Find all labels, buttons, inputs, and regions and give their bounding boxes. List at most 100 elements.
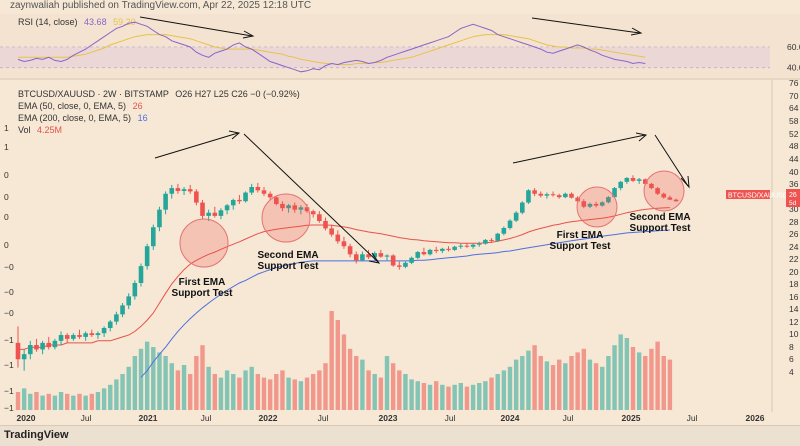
candle-body — [224, 205, 230, 211]
volume-bar — [255, 374, 261, 410]
y-tick-label: 64 — [789, 103, 799, 113]
volume-bar — [390, 363, 396, 410]
volume-bar — [600, 366, 605, 410]
tradingview-logo[interactable]: TradingView — [4, 429, 69, 441]
volume-bar — [649, 348, 654, 410]
legend-volume[interactable]: Vol 4.25M — [18, 124, 300, 136]
legend-ema200[interactable]: EMA (200, close, 0, EMA, 5) 16 — [18, 112, 300, 124]
candle-body — [593, 203, 599, 206]
y-tick-label: 24 — [789, 242, 799, 252]
candle-body — [132, 282, 138, 297]
volume-bar — [366, 370, 371, 410]
arrow-up-2024-head — [635, 132, 648, 142]
volume-bar — [477, 383, 482, 410]
candle-body — [335, 234, 341, 242]
y-tick-label: 18 — [789, 279, 799, 289]
y-tick-label: 4 — [789, 367, 794, 377]
volume-bar — [550, 365, 556, 410]
rsi-legend: RSI (14, close) 43.68 59.20 — [18, 16, 136, 28]
candle-body — [34, 345, 39, 350]
candle-body — [630, 177, 636, 181]
volume-bar — [151, 347, 156, 410]
candle-body — [329, 228, 334, 235]
volume-bar — [274, 374, 279, 410]
legend-vol-label: Vol — [18, 125, 31, 135]
candle-body — [649, 183, 654, 189]
volume-bar — [52, 395, 58, 410]
y-tick-label: 36 — [789, 179, 799, 189]
volume-bar — [403, 374, 408, 410]
volume-bar — [397, 370, 402, 410]
volume-bar — [618, 334, 623, 410]
candle-body — [470, 244, 476, 247]
candle-body — [230, 199, 236, 206]
candle-body — [144, 246, 150, 267]
volume-layer — [15, 311, 673, 410]
candle-body — [353, 254, 359, 261]
volume-bar — [378, 377, 384, 410]
volume-bar — [58, 392, 64, 410]
volume-bar — [243, 370, 248, 410]
candle-body — [606, 197, 611, 203]
volume-bar — [21, 388, 27, 410]
candle-body — [200, 202, 205, 216]
legend-ema200-value: 16 — [137, 113, 148, 123]
volume-bar — [224, 370, 230, 410]
candle-body — [218, 210, 224, 216]
x-tick-label: Jul — [445, 413, 456, 423]
left-tick-label: −0 — [4, 308, 14, 318]
volume-bar — [532, 345, 537, 410]
y-tick-label: 20 — [789, 267, 799, 277]
candle-body — [581, 201, 587, 207]
volume-bar — [292, 379, 297, 410]
legend-symbol-line[interactable]: BTCUSD/XAUUSD · 2W · BITSTAMP O26 H27 L2… — [18, 88, 300, 100]
candle-body — [77, 335, 82, 337]
volume-bar — [218, 377, 224, 410]
candle-body — [280, 203, 285, 209]
volume-bar — [489, 377, 494, 410]
x-tick-label: 2022 — [259, 413, 278, 423]
volume-bar — [575, 352, 580, 410]
volume-bar — [231, 374, 236, 410]
volume-bar — [501, 370, 507, 410]
candle-body — [52, 340, 58, 348]
legend-ema200-label: EMA (200, close, 0, EMA, 5) — [18, 113, 132, 123]
price-tag: BTCUSD/XAUUSD 26 5d — [726, 189, 800, 207]
volume-bar — [440, 384, 445, 410]
y-tick-label: 52 — [789, 129, 799, 139]
volume-bar — [169, 363, 174, 410]
candle-body — [341, 241, 347, 247]
ema-layer — [18, 207, 670, 378]
x-tick-label: Jul — [318, 413, 329, 423]
volume-bar — [452, 384, 457, 410]
arrow-up-2021 — [154, 132, 239, 159]
candle-body — [323, 220, 328, 229]
volume-bar — [384, 356, 390, 410]
candle-body — [483, 239, 488, 244]
volume-bar — [360, 359, 365, 410]
candle-body — [452, 246, 457, 250]
candle-body — [138, 266, 144, 283]
volume-bar — [434, 381, 439, 410]
volume-bar — [138, 348, 144, 410]
legend-ema50[interactable]: EMA (50, close, 0, EMA, 5) 26 — [18, 100, 300, 112]
volume-bar — [329, 311, 334, 410]
rsi-legend-value2: 59.20 — [113, 17, 136, 27]
candle-body — [489, 239, 494, 241]
candle-body — [587, 203, 593, 207]
volume-bar — [587, 359, 593, 410]
volume-bar — [212, 374, 217, 410]
volume-bar — [630, 347, 636, 410]
y-tick-label: 22 — [789, 254, 799, 264]
volume-bar — [667, 359, 673, 410]
candle-body — [495, 233, 500, 241]
legend-symbol: BTCUSD/XAUUSD · 2W · BITSTAMP — [18, 89, 169, 99]
legend-ema50-label: EMA (50, close, 0, EMA, 5) — [18, 101, 127, 111]
candle-body — [95, 333, 101, 336]
candle-body — [458, 245, 464, 247]
pane-separator[interactable] — [0, 78, 800, 80]
volume-bar — [200, 345, 205, 410]
candle-body — [107, 321, 113, 328]
candle-body — [274, 197, 279, 204]
volume-bar — [415, 381, 420, 410]
